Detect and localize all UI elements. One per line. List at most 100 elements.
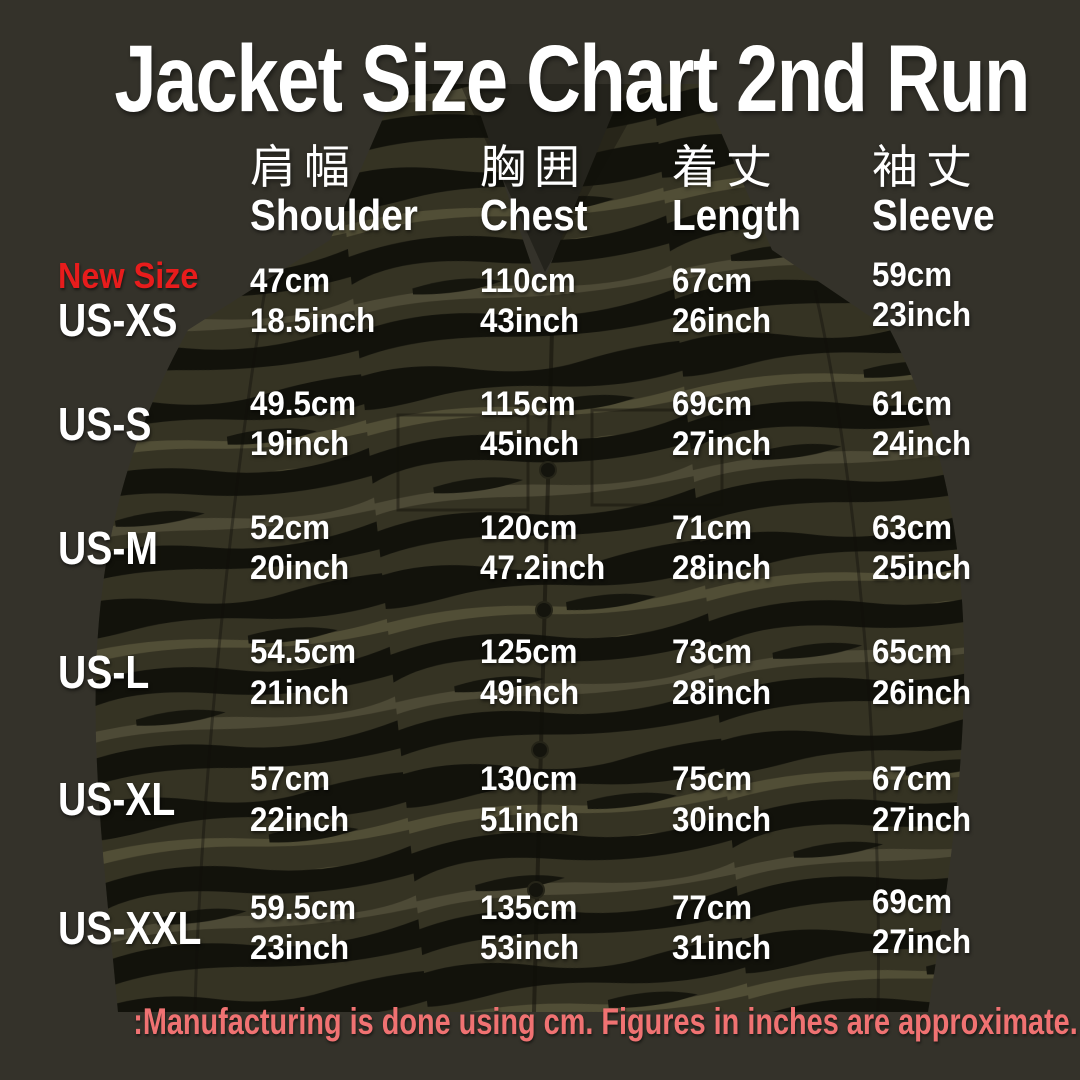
inch-value: 28inch: [672, 673, 772, 712]
size-label: US-M: [58, 521, 158, 574]
chest-cell: 130cm 51inch: [480, 759, 672, 839]
chest-cell: 110cm 43inch: [480, 261, 672, 341]
inch-value: 27inch: [672, 425, 772, 463]
column-header-size: [40, 142, 250, 239]
inch-value: 24inch: [872, 425, 972, 463]
footer-note: :Manufacturing is done using cm. Figures…: [0, 1001, 1080, 1043]
cm-value: 67cm: [872, 760, 953, 799]
cm-value: 59.5cm: [250, 888, 357, 927]
shoulder-cell: 47cm 18.5inch: [250, 261, 480, 341]
chest-header-en: Chest: [480, 190, 588, 240]
chest-cell: 120cm 47.2inch: [480, 508, 672, 588]
shoulder-cell: 52cm 20inch: [250, 508, 480, 588]
size-label: US-S: [58, 397, 152, 450]
shoulder-cell: 49.5cm 19inch: [250, 384, 480, 464]
cm-value: 130cm: [480, 760, 578, 799]
chest-cell: 125cm 49inch: [480, 632, 672, 712]
inch-value: 18.5inch: [250, 302, 376, 340]
cm-value: 71cm: [672, 508, 753, 547]
table-row-us-xs: New Size US-XS 47cm 18.5inch 110cm 43inc…: [40, 240, 1040, 362]
size-label: US-XXL: [58, 901, 202, 954]
inch-value: 47.2inch: [480, 549, 606, 587]
new-size-badge: New Size: [58, 254, 199, 296]
size-cell: US-L: [40, 647, 250, 698]
sleeve-header-en: Sleeve: [872, 190, 995, 240]
table-body: New Size US-XS 47cm 18.5inch 110cm 43inc…: [40, 240, 1040, 992]
size-cell: US-M: [40, 523, 250, 574]
table-row-us-s: US-S 49.5cm 19inch 115cm 45inch 69cm 27i…: [40, 362, 1040, 486]
cm-value: 135cm: [480, 888, 578, 927]
cm-value: 75cm: [672, 760, 753, 799]
column-header-length: 着丈 Length: [672, 142, 872, 239]
length-cell: 75cm 30inch: [672, 759, 872, 839]
inch-value: 31inch: [672, 929, 772, 967]
inch-value: 51inch: [480, 800, 580, 839]
cm-value: 67cm: [672, 261, 753, 300]
cm-value: 59cm: [872, 255, 953, 294]
cm-value: 125cm: [480, 633, 578, 672]
sleeve-header-jp: 袖丈: [872, 141, 980, 193]
inch-value: 26inch: [672, 302, 772, 340]
inch-value: 25inch: [872, 549, 972, 587]
inch-value: 49inch: [480, 673, 580, 712]
cm-value: 57cm: [250, 760, 331, 799]
size-label: US-XS: [58, 293, 178, 346]
cm-value: 47cm: [250, 261, 331, 300]
cm-value: 54.5cm: [250, 633, 357, 672]
cm-value: 65cm: [872, 633, 953, 672]
sleeve-cell: 63cm 25inch: [872, 508, 1040, 588]
length-header-jp: 着丈: [672, 141, 780, 193]
table-row-us-l: US-L 54.5cm 21inch 125cm 49inch 73cm 28i…: [40, 610, 1040, 735]
sleeve-cell: 61cm 24inch: [872, 384, 1040, 464]
inch-value: 19inch: [250, 425, 350, 463]
inch-value: 20inch: [250, 549, 350, 587]
sleeve-cell: 67cm 27inch: [872, 759, 1040, 839]
column-header-chest: 胸囲 Chest: [480, 142, 672, 239]
length-cell: 73cm 28inch: [672, 632, 872, 712]
table-header-row: 肩幅 Shoulder 胸囲 Chest 着丈 Length 袖丈 Sleeve: [40, 142, 1040, 239]
footer-note-text: :Manufacturing is done using cm. Figures…: [133, 1001, 1078, 1042]
sleeve-cell: 59cm 23inch: [872, 255, 1040, 335]
size-label: US-L: [58, 646, 150, 699]
cm-value: 115cm: [480, 384, 576, 423]
inch-value: 21inch: [250, 673, 350, 712]
cm-value: 77cm: [672, 888, 753, 927]
cm-value: 61cm: [872, 384, 953, 423]
table-row-us-xxl: US-XXL 59.5cm 23inch 135cm 53inch 77cm 3…: [40, 864, 1040, 992]
size-cell: US-S: [40, 399, 250, 450]
page-title-text: Jacket Size Chart 2nd Run: [114, 26, 1030, 132]
length-cell: 77cm 31inch: [672, 888, 872, 968]
shoulder-header-jp: 肩幅: [250, 141, 358, 193]
cm-value: 110cm: [480, 261, 576, 300]
cm-value: 49.5cm: [250, 384, 357, 423]
chest-header-jp: 胸囲: [480, 141, 588, 193]
size-label: US-XL: [58, 773, 176, 826]
inch-value: 23inch: [872, 296, 972, 334]
inch-value: 26inch: [872, 673, 972, 712]
shoulder-cell: 59.5cm 23inch: [250, 888, 480, 968]
length-cell: 71cm 28inch: [672, 508, 872, 588]
shoulder-header-en: Shoulder: [250, 190, 418, 240]
size-cell: US-XL: [40, 774, 250, 825]
cm-value: 120cm: [480, 508, 578, 547]
chest-cell: 135cm 53inch: [480, 888, 672, 968]
inch-value: 43inch: [480, 302, 580, 340]
inch-value: 30inch: [672, 800, 772, 839]
shoulder-cell: 54.5cm 21inch: [250, 632, 480, 712]
cm-value: 52cm: [250, 508, 331, 547]
page-title: Jacket Size Chart 2nd Run: [0, 32, 1080, 127]
inch-value: 23inch: [250, 929, 350, 967]
inch-value: 53inch: [480, 929, 580, 967]
cm-value: 69cm: [872, 882, 953, 921]
length-cell: 67cm 26inch: [672, 261, 872, 341]
inch-value: 27inch: [872, 800, 972, 839]
table-row-us-xl: US-XL 57cm 22inch 130cm 51inch 75cm 30in…: [40, 735, 1040, 864]
column-header-sleeve: 袖丈 Sleeve: [872, 142, 1040, 239]
shoulder-cell: 57cm 22inch: [250, 759, 480, 839]
cm-value: 63cm: [872, 508, 953, 547]
table-row-us-m: US-M 52cm 20inch 120cm 47.2inch 71cm 28i…: [40, 486, 1040, 610]
cm-value: 73cm: [672, 633, 753, 672]
inch-value: 22inch: [250, 800, 350, 839]
cm-value: 69cm: [672, 384, 753, 423]
